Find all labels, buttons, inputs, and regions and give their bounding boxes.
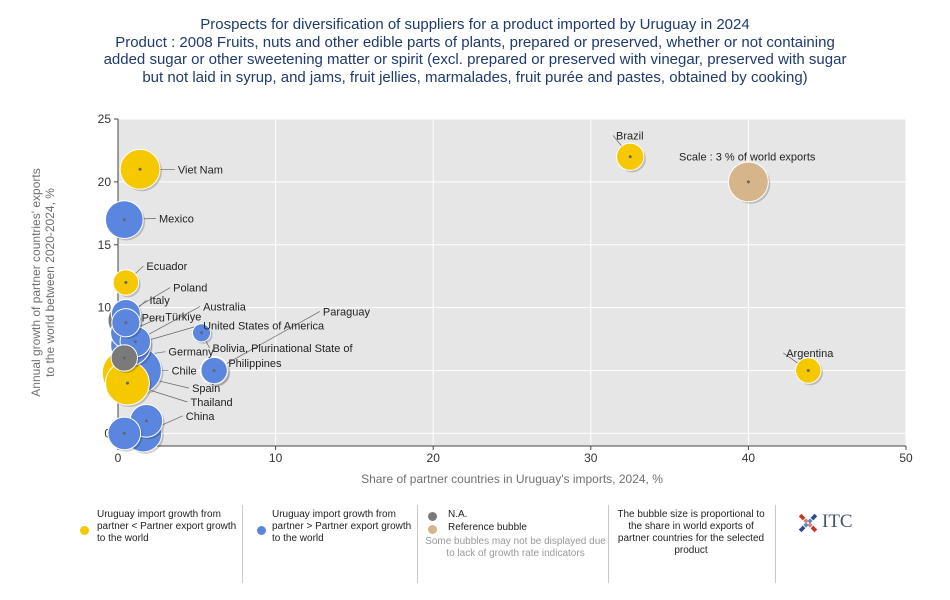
bubble-center: [133, 340, 137, 344]
bubble-germany: [110, 344, 140, 374]
point-label: Peru: [142, 313, 165, 325]
point-label: Argentina: [786, 348, 834, 360]
bubble-peru: [111, 308, 142, 339]
reference-dot-icon: [428, 525, 437, 534]
legend-scale-text: The bubble size is proportional to the s…: [617, 509, 765, 556]
point-label: China: [186, 411, 216, 423]
title-line-4: but not laid in syrup, and jams, fruit j…: [142, 68, 808, 86]
legend-divider: [608, 505, 609, 583]
plot-area: [118, 119, 906, 446]
point-label: Paraguay: [323, 306, 371, 318]
bubble-chart: 010203040500510152025 Viet NamMexicoEcua…: [29, 112, 913, 486]
bubble-bolivia-plurinational-state-of: [191, 323, 213, 344]
bubble-center: [124, 281, 128, 284]
point-label: United States of America: [203, 320, 325, 332]
bubble-center: [124, 321, 128, 325]
point-label: Brazil: [616, 130, 644, 142]
na-dot-icon: [428, 512, 437, 521]
bubble-center: [212, 369, 216, 373]
legend-yellow-text: Uruguay import growth from partner < Par…: [97, 509, 237, 544]
itc-logo-icon: [798, 513, 818, 533]
bubble-ecuador: [112, 269, 141, 298]
legend-note: Some bubbles may not be displayed due to…: [425, 536, 606, 559]
bubble-viet-nam: [119, 148, 162, 192]
leader-line: [213, 311, 321, 371]
chart-title: Prospects for diversification of supplie…: [0, 16, 950, 86]
legend-na: N.A. Reference bubble Some bubbles may n…: [423, 505, 608, 582]
legend-blue: Uruguay import growth from partner > Par…: [252, 505, 417, 582]
bubble-center: [144, 419, 148, 423]
bubble-brazil: [616, 142, 646, 173]
x-tick-label: 10: [269, 451, 283, 465]
bubble-center: [122, 218, 126, 222]
legend-divider: [775, 505, 776, 583]
bubble-paraguay: [200, 356, 230, 386]
x-tick-label: 20: [427, 451, 441, 465]
legend-divider: [242, 505, 243, 583]
point-label: Viet Nam: [178, 164, 223, 176]
x-axis-label: Share of partner countries in Uruguay's …: [361, 472, 663, 486]
point-label: Philippines: [228, 358, 282, 370]
y-tick-label: 20: [98, 175, 112, 189]
bubble-thailand: [105, 360, 152, 408]
point-label: Thailand: [190, 397, 232, 409]
point-label: Chile: [172, 366, 197, 378]
legend-blue-text: Uruguay import growth from partner > Par…: [272, 509, 412, 544]
point-label: Bolivia, Plurinational State of: [213, 343, 354, 355]
title-line-2: Product : 2008 Fruits, nuts and other ed…: [115, 33, 835, 51]
y-tick-label: 25: [98, 112, 112, 126]
bubble-argentina: [795, 357, 824, 386]
bubbles: [101, 142, 824, 454]
bubble-center: [122, 431, 126, 435]
bubble-center: [628, 155, 632, 159]
blue-dot-icon: [257, 526, 266, 535]
bubble-center: [806, 369, 810, 373]
legend-divider: [417, 505, 418, 583]
y-tick-label: 15: [98, 238, 112, 252]
legend-na-text: N.A.: [448, 509, 468, 520]
legend-reference-text: Reference bubble: [448, 522, 527, 533]
point-label: Ecuador: [146, 261, 187, 273]
point-label: Türkiye: [165, 311, 201, 323]
bubble-reference: [727, 161, 771, 204]
x-tick-label: 30: [584, 451, 598, 465]
bubble-center: [200, 331, 204, 335]
bubble-mexico: [104, 200, 146, 241]
y-axis-label: Annual growth of partner countries' expo…: [29, 168, 57, 396]
point-label: Italy: [150, 295, 171, 307]
bubble-center: [746, 180, 750, 184]
itc-logo-text: ITC: [822, 511, 853, 532]
legend: Uruguay import growth from partner < Par…: [75, 505, 875, 583]
x-tick-label: 0: [115, 451, 122, 465]
x-tick-label: 50: [899, 451, 913, 465]
scale-annotation: Scale : 3 % of world exports: [679, 152, 816, 164]
bubble-center: [125, 381, 129, 385]
bubble-small-origin: [107, 416, 143, 452]
x-tick-label: 40: [742, 451, 756, 465]
point-label: Poland: [173, 283, 207, 295]
bubble-center: [122, 356, 126, 360]
point-label: Germany: [168, 347, 214, 359]
title-line-3: added sugar or other sweetening matter o…: [103, 51, 847, 68]
point-label: Spain: [192, 383, 220, 395]
point-label: Mexico: [159, 213, 194, 225]
bubble-center: [138, 167, 142, 171]
title-line-1: Prospects for diversification of supplie…: [200, 16, 750, 33]
y-tick-label: 10: [98, 301, 112, 315]
legend-yellow: Uruguay import growth from partner < Par…: [75, 505, 236, 582]
point-label: Australia: [203, 301, 247, 313]
legend-scale: The bubble size is proportional to the s…: [612, 505, 770, 582]
yellow-dot-icon: [80, 526, 89, 535]
grid-lines: [117, 118, 907, 446]
